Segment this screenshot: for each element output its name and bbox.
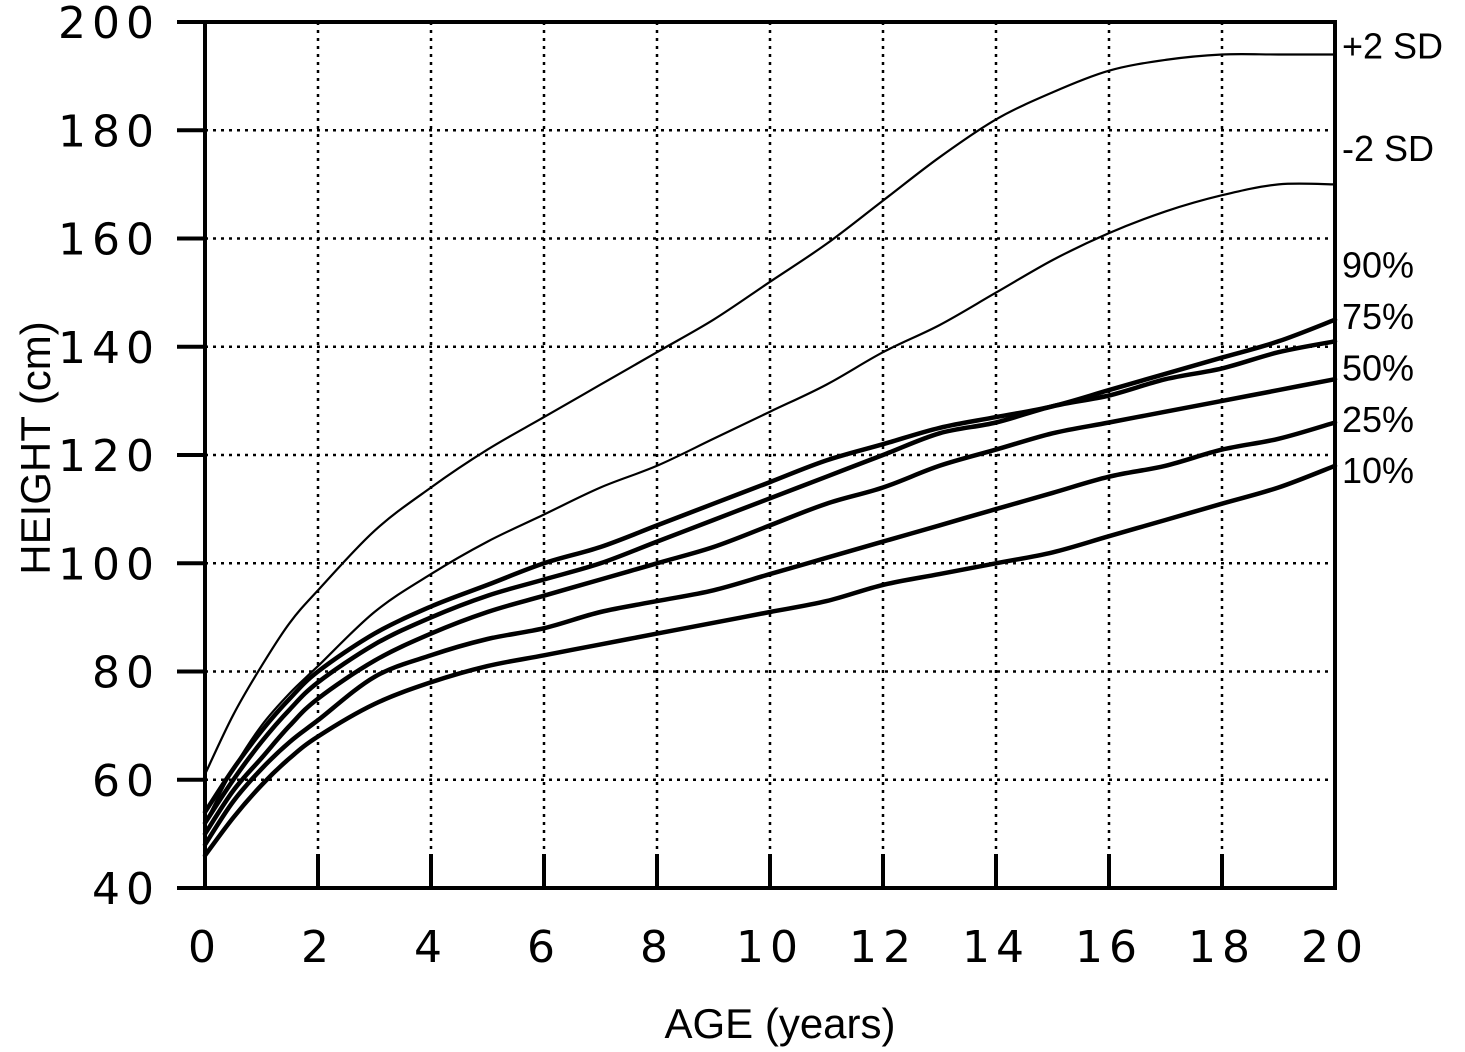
series-label-minus2sd: -2 SD [1342, 128, 1434, 169]
x-tick-label: 4 [414, 922, 448, 973]
series-line-75pct [202, 339, 1338, 826]
series-label-90pct: 90% [1342, 245, 1414, 286]
series-label-50pct: 50% [1342, 347, 1414, 388]
x-tick-label: 14 [962, 922, 1030, 973]
x-tick-label: 10 [736, 922, 804, 973]
y-tick-label: 80 [92, 648, 160, 699]
y-tick-label: 200 [58, 0, 160, 49]
x-tick-label: 12 [849, 922, 917, 973]
x-tick-label: 20 [1301, 922, 1369, 973]
series-labels: +2 SD -2 SD 90% 75% 50% 25% 10% [1342, 25, 1443, 491]
x-tick-label: 6 [527, 922, 561, 973]
series-line-25pct [202, 420, 1338, 847]
series-line-90pct [202, 317, 1338, 815]
x-tick-label: 18 [1188, 922, 1256, 973]
series-label-75pct: 75% [1342, 296, 1414, 337]
x-axis-label: AGE (years) [664, 1000, 895, 1047]
y-axis-label: HEIGHT (cm) [12, 321, 59, 575]
x-tick-label: 16 [1075, 922, 1143, 973]
series-line-plus2sd [203, 53, 1337, 776]
y-tick-label: 140 [58, 323, 160, 374]
series-line-10pct [202, 463, 1338, 858]
series-label-25pct: 25% [1342, 399, 1414, 440]
series-line-50pct [202, 376, 1338, 837]
y-tick-label: 160 [58, 215, 160, 266]
series-label-plus2sd: +2 SD [1342, 25, 1443, 66]
y-tick-label: 40 [92, 864, 160, 915]
x-tick-label: 0 [188, 922, 222, 973]
y-tick-label: 120 [58, 431, 160, 482]
y-tick-label: 60 [92, 756, 160, 807]
y-tick-label: 180 [58, 106, 160, 157]
series-label-10pct: 10% [1342, 450, 1414, 491]
x-tick-label: 2 [301, 922, 335, 973]
series-lines [202, 53, 1338, 858]
axis-ticks: 0 2 4 6 8 10 12 14 16 18 20 40 60 80 100 120 140 160 180 20… [58, 0, 1369, 973]
grid-lines [205, 22, 1335, 888]
series-line-minus2sd [203, 182, 1337, 825]
y-tick-label: 100 [58, 539, 160, 590]
x-tick-label: 8 [640, 922, 674, 973]
